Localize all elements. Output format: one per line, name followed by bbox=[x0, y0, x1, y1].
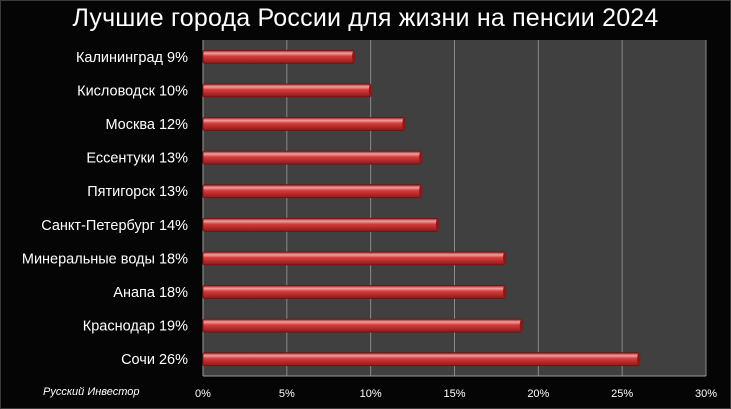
bar-end-cap bbox=[503, 285, 507, 299]
x-tick-label: 15% bbox=[443, 388, 465, 400]
category-label: Минеральные воды 18% bbox=[22, 251, 188, 267]
x-tick-label: 0% bbox=[195, 388, 211, 400]
bar-end-cap bbox=[503, 251, 507, 265]
category-label: Анапа 18% bbox=[113, 285, 188, 301]
bar bbox=[202, 352, 640, 367]
bar bbox=[202, 184, 422, 199]
category-label: Пятигорск 13% bbox=[87, 184, 188, 200]
bar-end-cap bbox=[419, 151, 423, 165]
x-tick-label: 10% bbox=[360, 388, 382, 400]
bar bbox=[202, 83, 372, 98]
bar-end-cap bbox=[519, 319, 524, 333]
bar-end-cap bbox=[368, 83, 373, 97]
category-label: Калининград 9% bbox=[76, 50, 188, 66]
bar-end-cap bbox=[352, 50, 356, 64]
bar bbox=[202, 117, 405, 131]
bar-end-cap bbox=[402, 117, 407, 131]
bar bbox=[202, 49, 355, 64]
bar-end-cap bbox=[435, 218, 440, 232]
category-label: Москва 12% bbox=[105, 117, 188, 133]
bar-end-cap bbox=[419, 184, 423, 198]
bar bbox=[202, 318, 522, 333]
category-label: Ессентуки 13% bbox=[86, 151, 188, 167]
source-label: Русский Инвестор bbox=[43, 386, 140, 398]
x-tick-label: 30% bbox=[695, 388, 717, 400]
x-tick-label: 20% bbox=[527, 388, 549, 400]
bar bbox=[202, 150, 422, 165]
bar-end-cap bbox=[637, 352, 641, 366]
bar bbox=[202, 217, 439, 232]
chart-title: Лучшие города России для жизни на пенсии… bbox=[72, 4, 659, 32]
category-label: Санкт-Петербург 14% bbox=[41, 218, 188, 234]
x-tick-label: 25% bbox=[611, 388, 633, 400]
category-label: Сочи 26% bbox=[121, 352, 188, 368]
bar bbox=[202, 251, 506, 266]
x-tick-label: 5% bbox=[279, 388, 295, 400]
category-label: Кисловодск 10% bbox=[77, 83, 188, 99]
bar bbox=[202, 285, 506, 299]
category-label: Краснодар 19% bbox=[83, 319, 188, 335]
